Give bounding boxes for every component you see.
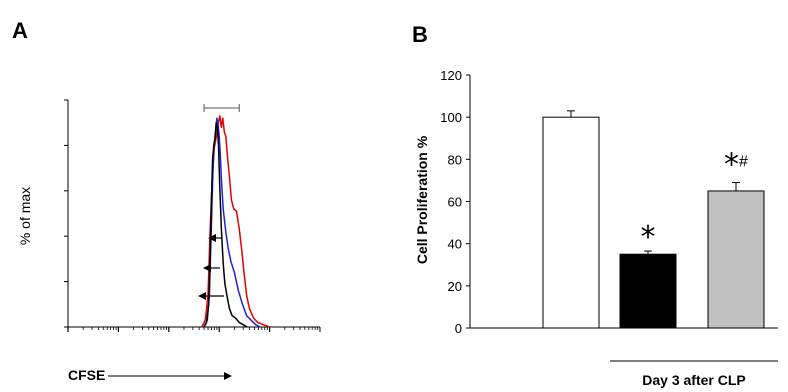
annotation-arrow-head (198, 292, 206, 300)
bar-y-tick-label: 100 (440, 110, 462, 125)
histogram-lines (201, 115, 270, 328)
panel-letter-b: B (412, 22, 428, 47)
bar-y-tick-label: 120 (440, 68, 462, 83)
cfse-direction-arrow-head (224, 372, 232, 380)
histogram-annotations (198, 234, 224, 300)
histogram-panel: % of max CFSE (17, 99, 321, 383)
histogram-x-axis-title: CFSE (68, 367, 105, 383)
annotation-arrow-head (203, 264, 211, 272)
bar-y-tick-label: 60 (448, 195, 462, 210)
bar-y-tick-label: 0 (455, 321, 462, 336)
bar-panel: Cell Proliferation % 0 20 40 60 80 100 120 * *#… (414, 68, 778, 388)
annotation-arrow-head (208, 234, 216, 242)
histogram-axes (64, 99, 321, 332)
bar-y-tick-label: 80 (448, 152, 462, 167)
bar-marks: * *# (542, 110, 765, 329)
bar-y-tick-label: 40 (448, 237, 462, 252)
panel-letter-a: A (12, 18, 28, 43)
significance-marker-ghr: *# (724, 148, 748, 183)
significance-marker-vehicle: * (641, 220, 656, 255)
histogram-y-axis-title: % of max (17, 187, 33, 245)
bar-vehicle (619, 253, 677, 329)
histogram-series-line-sham (203, 121, 248, 328)
bar-sham (542, 116, 600, 329)
bar-y-axis-title: Cell Proliferation % (414, 135, 430, 264)
bar-ghr (707, 190, 765, 329)
group-label: Day 3 after CLP (642, 372, 745, 388)
bar-y-tick-label: 20 (448, 279, 462, 294)
